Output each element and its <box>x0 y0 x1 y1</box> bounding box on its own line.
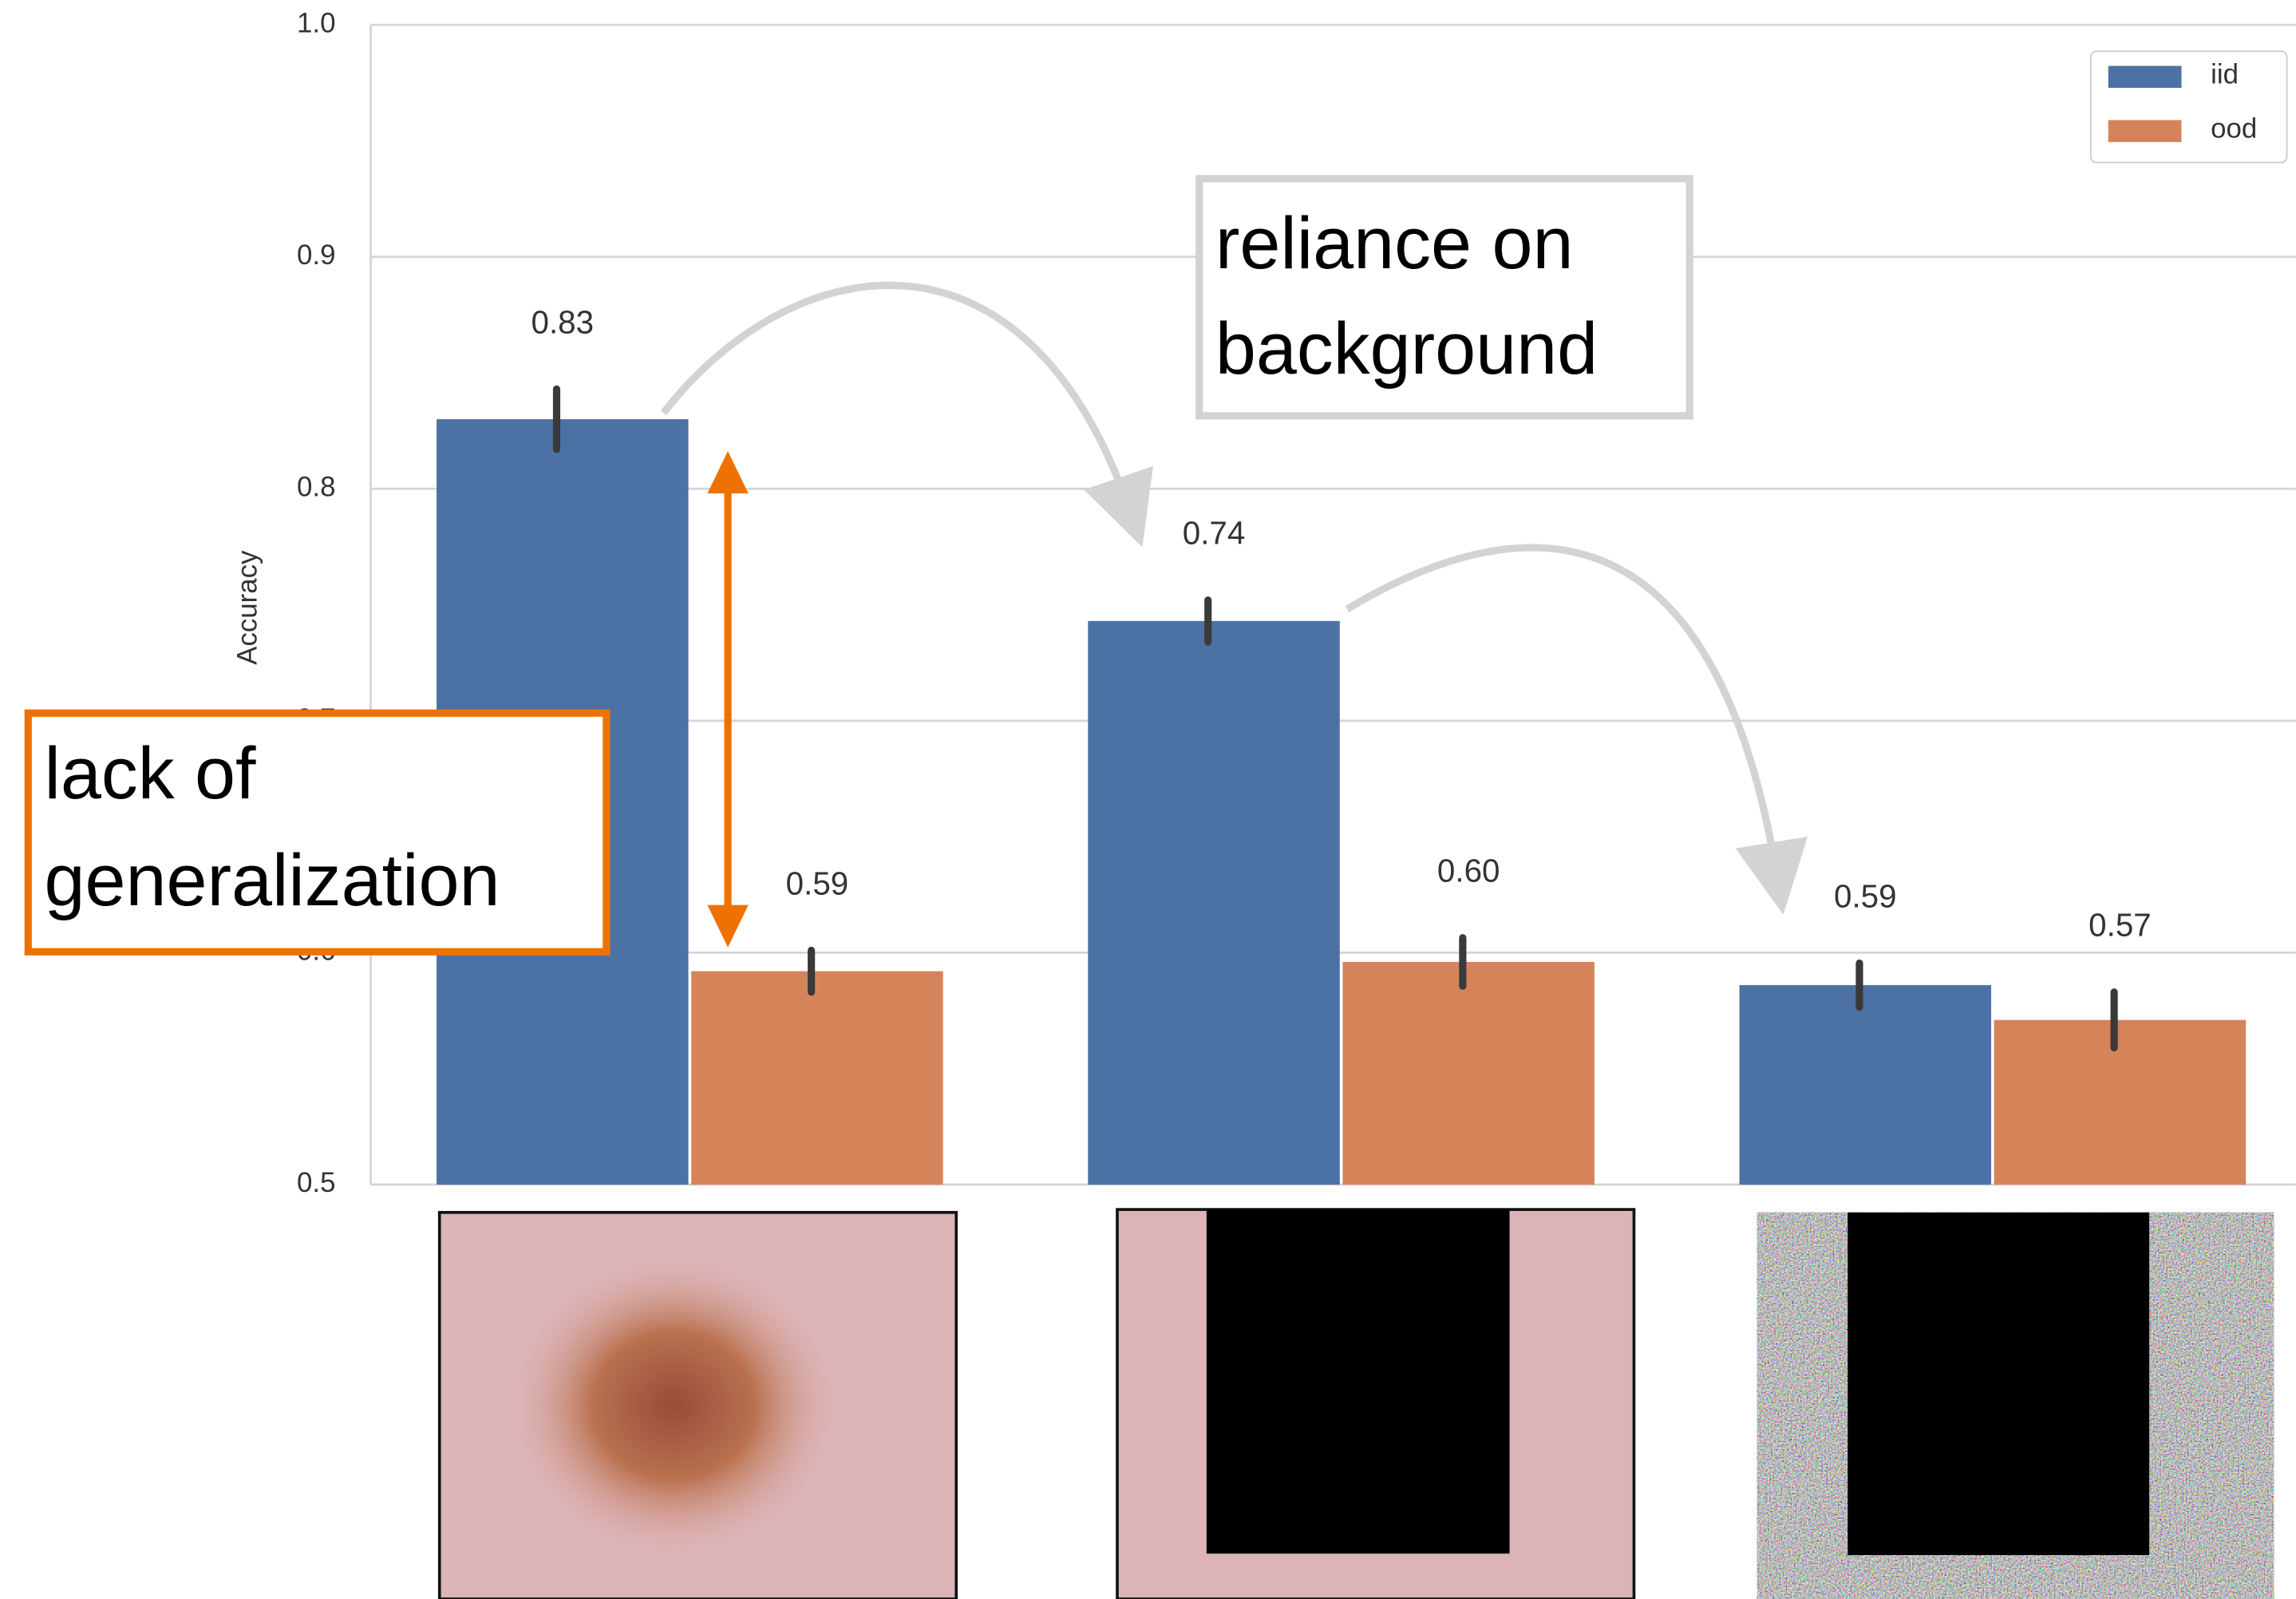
lesion <box>512 1259 835 1552</box>
y-tick-label: 0.8 <box>297 471 335 502</box>
annotation-text: lack of <box>44 733 256 814</box>
bar <box>1994 1020 2246 1185</box>
bar <box>1740 985 1991 1185</box>
mask <box>1847 1213 2149 1555</box>
bar <box>691 972 943 1185</box>
arrow <box>1347 548 1777 879</box>
arrow-head <box>707 905 748 948</box>
annotation-text: background <box>1215 308 1598 390</box>
y-tick-label: 1.0 <box>297 7 335 38</box>
value-label: 0.57 <box>2089 907 2152 944</box>
value-label: 0.59 <box>1834 877 1897 914</box>
mask <box>1207 1209 1510 1553</box>
y-tick-label: 0.5 <box>297 1167 335 1198</box>
bar <box>1342 962 1594 1185</box>
legend-label: iid <box>2211 59 2239 90</box>
legend-swatch <box>2108 66 2182 89</box>
arrow-head <box>707 451 748 493</box>
y-axis-label: Accuracy <box>231 550 263 665</box>
annotation-text: generalization <box>44 840 500 921</box>
legend: iid ood <box>2091 51 2287 162</box>
y-tick-label: 0.9 <box>297 239 335 271</box>
value-label: 0.74 <box>1183 515 1246 552</box>
chart: Accuracy 0.50.60.70.80.91.00.830.740.590… <box>0 0 2296 1599</box>
annotation-text: reliance on <box>1215 203 1574 284</box>
thumbnails <box>440 1209 2274 1599</box>
page: Accuracy 0.50.60.70.80.91.00.830.740.590… <box>0 0 2296 1599</box>
legend-swatch <box>2108 120 2182 142</box>
value-label: 0.59 <box>786 865 849 901</box>
value-label: 0.83 <box>532 303 595 340</box>
value-label: 0.60 <box>1437 853 1500 889</box>
legend-label: ood <box>2211 113 2257 144</box>
bar <box>1088 621 1339 1185</box>
